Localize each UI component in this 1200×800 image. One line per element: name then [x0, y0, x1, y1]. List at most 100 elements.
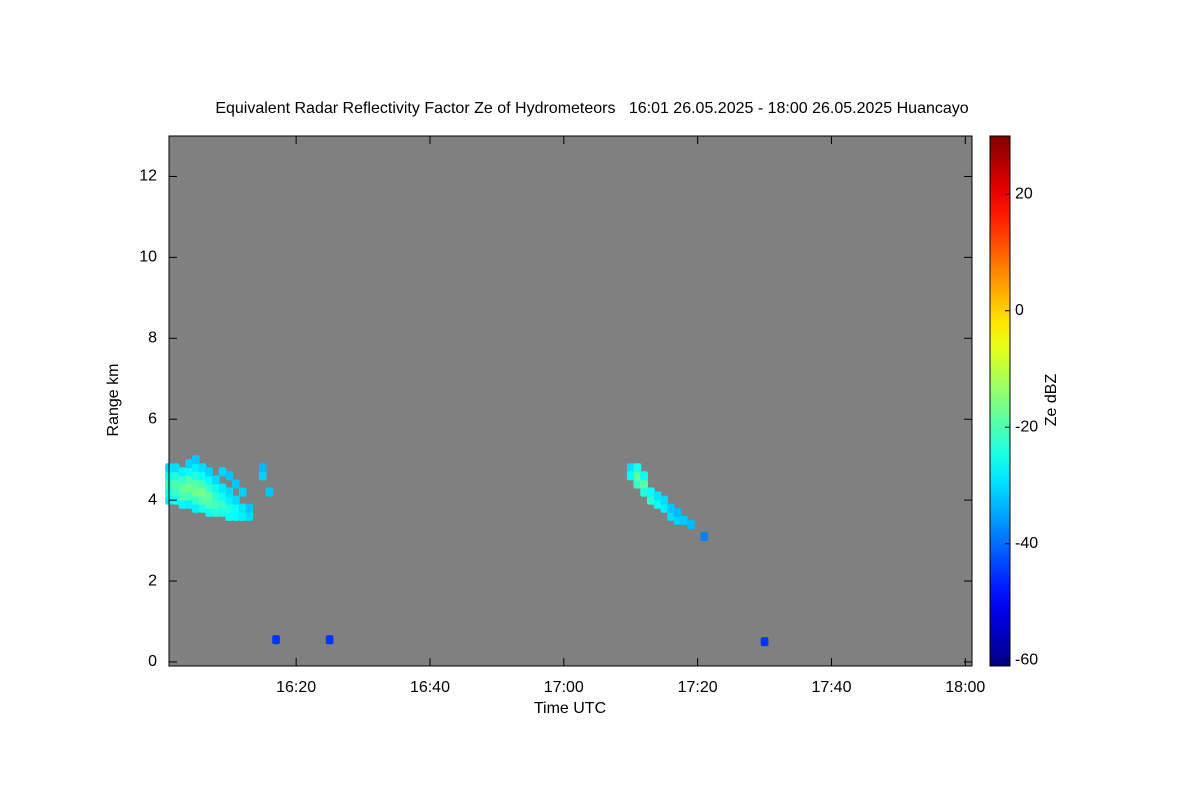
echo-cell: [238, 487, 247, 497]
echo-cell: [178, 467, 187, 477]
echo-cell: [198, 463, 207, 473]
echo-cell: [232, 479, 240, 489]
colorbar-tick-label: 20: [1015, 185, 1033, 202]
x-tick-label: 16:20: [276, 679, 316, 696]
echo-cell: [667, 511, 675, 521]
echo-cell: [633, 471, 642, 481]
echo-cell: [325, 635, 334, 645]
echo-cell: [640, 487, 648, 497]
echo-cell: [185, 483, 193, 493]
y-axis-label: Range km: [105, 364, 122, 437]
echo-cell: [667, 503, 675, 513]
echo-cell: [760, 637, 769, 647]
echo-cell: [178, 483, 187, 493]
echo-cell: [660, 495, 669, 505]
colorbar-tick-label: 0: [1015, 302, 1024, 319]
colorbar-label: Ze dBZ: [1043, 374, 1060, 427]
echo-cell: [191, 471, 200, 481]
echo-cell: [171, 463, 180, 473]
x-tick-label: 17:40: [811, 679, 851, 696]
echo-cell: [205, 491, 213, 501]
echo-cell: [171, 471, 180, 481]
echo-cell: [211, 499, 220, 509]
echo-cell: [205, 475, 213, 485]
echo-cell: [191, 503, 200, 513]
echo-cell: [245, 503, 254, 513]
echo-cell: [687, 519, 695, 529]
echo-cell: [191, 487, 200, 497]
colorbar-tick-label: -40: [1015, 535, 1038, 552]
colorbar-tick-label: -60: [1015, 651, 1038, 668]
x-axis-label: Time UTC: [534, 700, 606, 717]
echo-cell: [171, 479, 180, 489]
echo-cell: [198, 495, 207, 505]
echo-cell: [653, 491, 662, 501]
echo-cell: [646, 495, 655, 505]
echo-cell: [225, 471, 234, 481]
echo-cell: [653, 499, 662, 509]
echo-cell: [225, 495, 234, 505]
echo-cell: [640, 479, 648, 489]
echo-cell: [640, 471, 648, 481]
echo-cell: [238, 503, 247, 513]
y-tick-label: 10: [139, 249, 157, 266]
plot-frame: [168, 135, 973, 667]
echo-cell: [626, 463, 635, 473]
echo-cell: [680, 515, 689, 525]
echo-cell: [198, 471, 207, 481]
echo-cell: [218, 499, 227, 509]
echo-cell: [185, 499, 193, 509]
echo-cell: [218, 491, 227, 501]
echo-cell: [191, 479, 200, 489]
echo-cell: [185, 459, 193, 469]
echo-cell: [218, 483, 227, 493]
echo-cell: [198, 479, 207, 489]
y-tick-label: 8: [148, 330, 157, 347]
echo-cell: [171, 487, 180, 497]
echo-cell: [633, 479, 642, 489]
echo-cell: [633, 463, 642, 473]
echo-cell: [211, 483, 220, 493]
echo-cell: [185, 491, 193, 501]
y-tick-label: 0: [148, 653, 157, 670]
chart-title: Equivalent Radar Reflectivity Factor Ze …: [215, 100, 968, 117]
echo-cell: [673, 515, 682, 525]
echo-cell: [211, 475, 220, 485]
echo-cell: [238, 511, 247, 521]
y-tick-label: 4: [148, 491, 157, 508]
echo-cell: [646, 487, 655, 497]
echo-cell: [205, 467, 213, 477]
echo-cell: [626, 471, 635, 481]
echo-cell: [211, 507, 220, 517]
echo-cell: [218, 467, 227, 477]
x-tick-label: 17:20: [678, 679, 718, 696]
x-tick-label: 16:40: [410, 679, 450, 696]
echo-cell: [178, 491, 187, 501]
echo-cell: [185, 467, 193, 477]
echo-cell: [245, 511, 254, 521]
echo-cell: [673, 507, 682, 517]
echo-cell: [660, 503, 669, 513]
x-tick-label: 18:00: [945, 679, 985, 696]
echo-cell: [198, 503, 207, 513]
y-tick-label: 2: [148, 572, 157, 589]
echo-cell: [700, 531, 709, 542]
echo-cell: [205, 507, 213, 517]
echo-cell: [258, 463, 267, 473]
echo-cell: [272, 635, 280, 645]
echo-cell: [185, 475, 193, 485]
echo-cell: [178, 475, 187, 485]
echo-cell: [191, 463, 200, 473]
echo-cell: [178, 499, 187, 509]
colorbar: [989, 135, 1011, 667]
echo-cell: [191, 495, 200, 505]
echo-cell: [232, 503, 240, 513]
echo-cell: [205, 483, 213, 493]
echo-cell: [211, 491, 220, 501]
echo-cell: [198, 487, 207, 497]
y-tick-label: 12: [139, 168, 157, 185]
echo-cell: [225, 487, 234, 497]
echo-cell: [205, 499, 213, 509]
